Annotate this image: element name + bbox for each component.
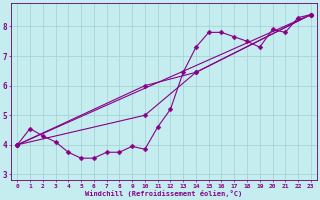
X-axis label: Windchill (Refroidissement éolien,°C): Windchill (Refroidissement éolien,°C) [85,190,243,197]
